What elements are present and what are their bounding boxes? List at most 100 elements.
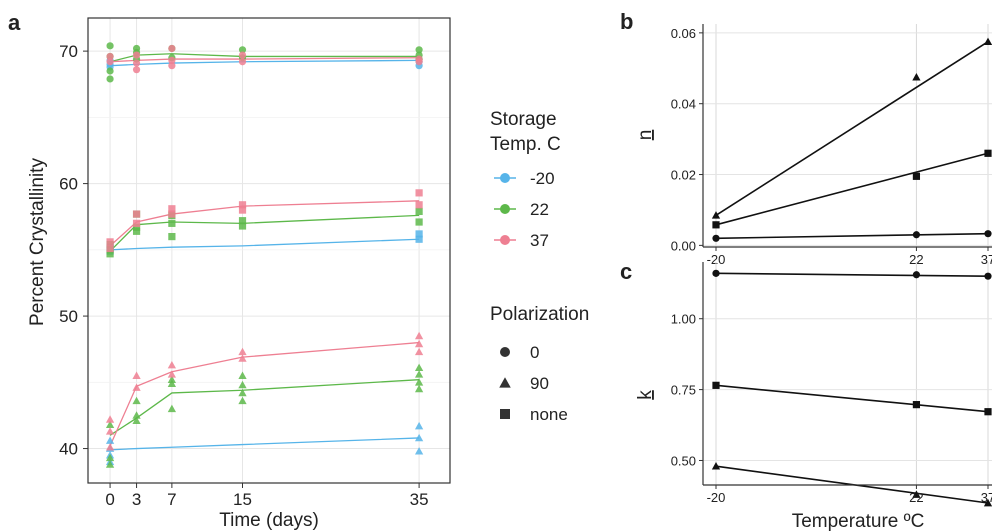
panel-a-data-point [238, 222, 247, 230]
legend-polarization-label: 90 [530, 374, 549, 393]
panel-c-points [711, 269, 992, 507]
panel-a-data-point [105, 443, 115, 451]
panel-c-data-point [912, 271, 921, 279]
panel-b-data-point [712, 221, 720, 229]
panel-c-data-point [711, 462, 721, 470]
panel-a-letter: a [8, 10, 21, 35]
panel-c-data-point [912, 401, 921, 409]
panel-a-data-point [105, 453, 115, 462]
panel-a-data-point [238, 51, 247, 59]
panel-b-points [711, 37, 992, 242]
panel-a-data-point [168, 62, 176, 70]
panel-a-y-tick-label: 60 [59, 175, 78, 194]
panel-a-data-point [168, 56, 176, 64]
panel-b-trend-line [715, 232, 989, 240]
legend-storage-swatch [500, 173, 510, 183]
panel-a-data-point [167, 370, 177, 378]
panel-a-data-point [238, 206, 247, 214]
panel-b-gridlines [703, 24, 992, 247]
panel-a-data-point [238, 217, 247, 225]
panel-a-data-point [167, 375, 177, 383]
panel-a-y-tick-label: 50 [59, 307, 78, 326]
panel-a-data-point [415, 58, 423, 66]
panel-b-y-tick-label: 0.02 [671, 168, 696, 183]
panel-a-data-point [238, 201, 247, 209]
panel-a-data-point [105, 420, 115, 429]
panel-a-data-point [414, 370, 424, 378]
panel-b-data-point [912, 72, 921, 81]
panel-a-data-point [167, 404, 177, 413]
panel-a-data-point [167, 360, 177, 369]
panel-c-x-axis-label: Temperature ºC [792, 511, 925, 531]
panel-a-data-point [132, 383, 141, 391]
panel-b-x-tick-label: 22 [909, 252, 923, 267]
panel-a-fit-line [109, 214, 420, 252]
panel-a-data-point [238, 347, 247, 356]
panel-a-data-point [132, 223, 141, 231]
panel-a-data-point [415, 189, 423, 197]
panel-a-data-point [132, 411, 141, 419]
panel-a-data-point [168, 205, 176, 213]
legend-storage-swatch [500, 235, 510, 245]
panel-b-data-point [983, 37, 992, 46]
panel-b-y-axis-label: n [635, 130, 656, 141]
panel-a-x-tick-label: 7 [167, 490, 176, 509]
panel-a-y-axis-label: Percent Crystallinity [27, 158, 48, 326]
panel-a-data-point [415, 230, 423, 238]
panel-a-data-point [105, 436, 115, 444]
panel-b-ticks: 0.00 0.02 0.04 0.06 -20 22 37 [671, 24, 992, 267]
panel-c-data-point [983, 498, 992, 507]
panel-a-data-point [168, 219, 176, 227]
panel-a-data-point [414, 339, 424, 348]
panel-a-data-point [132, 227, 141, 235]
panel-a-frame [87, 17, 451, 484]
panel-a-data-point [238, 58, 247, 66]
legend-polarization-symbol [499, 377, 511, 388]
panel-a-fit-line [110, 59, 420, 67]
panel-c-data-point [712, 381, 720, 389]
panel-a-y-tick-label: 40 [59, 440, 78, 459]
panel-a-data-point [415, 201, 423, 209]
legend: Storage Temp. C -20 22 37 Polarization 0 90… [490, 109, 589, 424]
panel-b-x-tick-label: -20 [707, 252, 726, 267]
legend-polarization-items: 0 90 none [499, 343, 568, 424]
panel-b-data-point [984, 230, 992, 238]
panel-a-fit-line [109, 341, 420, 447]
legend-polarization-symbol [500, 409, 510, 419]
panel-a-data-point [238, 354, 247, 362]
panel-c-data-point [712, 269, 720, 277]
panel-a-data-point [106, 250, 114, 258]
panel-a-data-point [414, 447, 424, 455]
panel-a-data-point [414, 384, 424, 393]
legend-polarization-label: none [530, 405, 568, 424]
panel-a-fit-line [110, 238, 420, 251]
panel-c-y-tick-label: 1.00 [671, 312, 696, 327]
legend-storage-label: 37 [530, 231, 549, 250]
panel-c-y-tick-label: 0.50 [671, 453, 696, 468]
panel-a-data-point [132, 219, 141, 227]
panel-c-x-tick-label: -20 [707, 490, 726, 505]
panel-a-data-point [132, 59, 141, 67]
panel-a-data-point [106, 67, 114, 75]
panel-a-data-point [167, 379, 177, 387]
panel-b-letter: b [620, 9, 633, 34]
panel-a-x-tick-label: 35 [410, 490, 429, 509]
panel-a-data-point [105, 415, 115, 423]
panel-b-trend-line [715, 152, 989, 226]
panel-a-x-tick-label: 15 [233, 490, 252, 509]
panel-b-data-point [711, 211, 721, 219]
panel-a-data-point [414, 378, 424, 386]
panel-c-data-point [984, 272, 992, 280]
panel-b-lines [715, 41, 989, 240]
panel-a-data-point [132, 210, 141, 218]
panel-a-data-point [414, 363, 424, 372]
panel-a-data-point [238, 46, 247, 54]
panel-c-data-point [984, 408, 992, 416]
panel-b-data-point [984, 149, 992, 157]
panel-a-x-tick-label: 3 [132, 490, 141, 509]
panel-c-ticks: 0.50 0.75 1.00 -20 22 37 [671, 262, 992, 505]
panel-a-data-point [132, 396, 141, 405]
panel-a-data-point [414, 421, 424, 430]
panel-a-fit-line [109, 379, 420, 436]
